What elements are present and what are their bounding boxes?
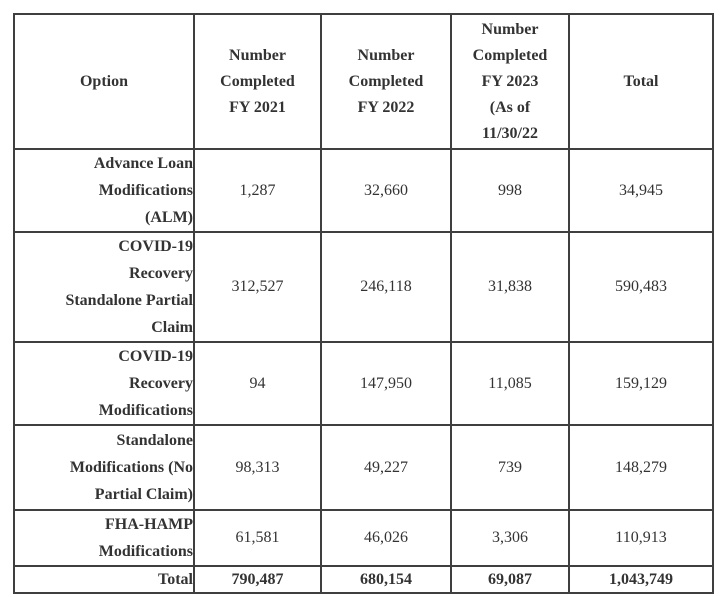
value-fy2023: 739 [450,424,570,511]
column-header-option: Option [13,13,195,150]
grand-total: 1,043,749 [568,565,714,594]
value-fy2023: 31,838 [450,231,570,343]
option-label: Standalone Modifications (No Partial Cla… [13,424,195,511]
value-fy2022: 246,118 [320,231,452,343]
total-fy2022: 680,154 [320,565,452,594]
value-fy2022: 147,950 [320,341,452,426]
value-total: 590,483 [568,231,714,343]
total-row-label: Total [13,565,195,594]
total-row: Total 790,487 680,154 69,087 1,043,749 [13,565,714,594]
table-row-fha-hamp: FHA-HAMP Modifications 61,581 46,026 3,3… [13,509,714,567]
option-label: Advance Loan Modifications (ALM) [13,148,195,233]
option-label: COVID-19 Recovery Modifications [13,341,195,426]
value-fy2022: 32,660 [320,148,452,233]
value-fy2022: 49,227 [320,424,452,511]
column-header-fy2022: Number Completed FY 2022 [320,13,452,150]
value-fy2023: 998 [450,148,570,233]
option-label: FHA-HAMP Modifications [13,509,195,567]
value-fy2021: 1,287 [193,148,322,233]
option-label: COVID-19 Recovery Standalone Partial Cla… [13,231,195,343]
loss-mitigation-options-table: Option Number Completed FY 2021 Number C… [13,13,714,594]
column-header-fy2021: Number Completed FY 2021 [193,13,322,150]
value-fy2021: 98,313 [193,424,322,511]
value-fy2023: 3,306 [450,509,570,567]
value-total: 148,279 [568,424,714,511]
header-row: Option Number Completed FY 2021 Number C… [13,13,714,150]
column-header-fy2023: Number Completed FY 2023 (As of 11/30/22 [450,13,570,150]
value-total: 34,945 [568,148,714,233]
total-fy2023: 69,087 [450,565,570,594]
value-fy2021: 312,527 [193,231,322,343]
value-fy2021: 61,581 [193,509,322,567]
column-header-total: Total [568,13,714,150]
value-fy2023: 11,085 [450,341,570,426]
value-fy2022: 46,026 [320,509,452,567]
table-row-standalone-modifications: Standalone Modifications (No Partial Cla… [13,424,714,511]
table-row-covid-partial-claim: COVID-19 Recovery Standalone Partial Cla… [13,231,714,343]
table-row-covid-modifications: COVID-19 Recovery Modifications 94 147,9… [13,341,714,426]
value-total: 110,913 [568,509,714,567]
total-fy2021: 790,487 [193,565,322,594]
table-row-alm: Advance Loan Modifications (ALM) 1,287 3… [13,148,714,233]
value-fy2021: 94 [193,341,322,426]
value-total: 159,129 [568,341,714,426]
